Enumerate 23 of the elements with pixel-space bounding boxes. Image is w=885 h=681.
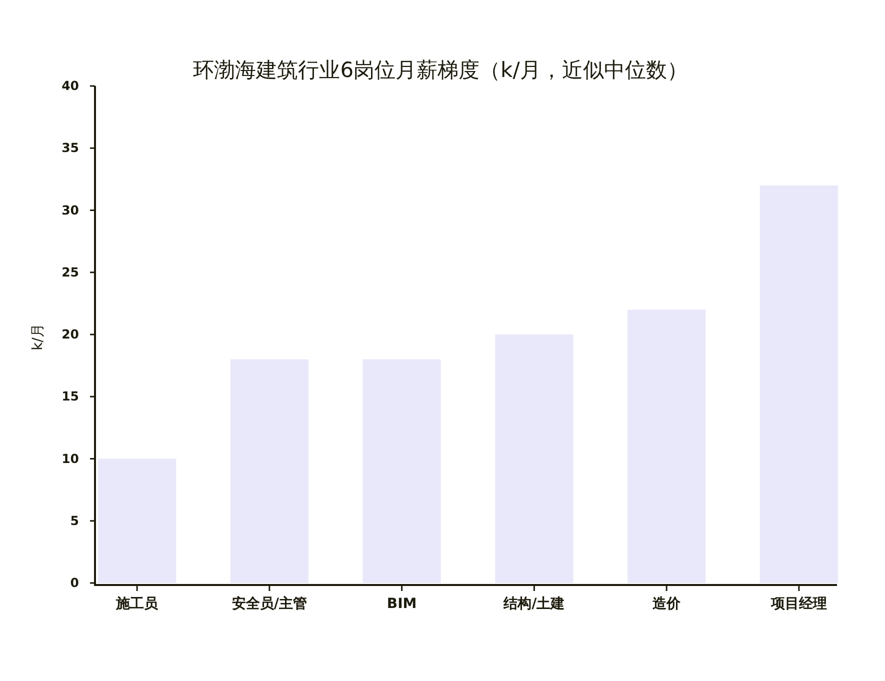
bar [628, 310, 706, 583]
y-tick-label: 15 [62, 388, 79, 404]
x-tick-label: 施工员 [115, 596, 160, 612]
y-tick-label: 10 [62, 450, 80, 466]
x-tick-label: 结构/土建 [502, 596, 565, 612]
y-tick-label: 25 [62, 264, 79, 280]
x-tick-label: 造价 [652, 596, 682, 612]
chart-title: 环渤海建筑行业6岗位月薪梯度（k/月，近似中位数） [193, 58, 688, 82]
y-tick-label: 35 [62, 140, 79, 156]
x-tick-label: 项目经理 [770, 596, 827, 612]
y-tick-label: 40 [62, 78, 80, 93]
y-tick-label: 5 [70, 512, 79, 528]
x-tick-label: BIM [386, 596, 417, 612]
y-tick-label: 30 [62, 202, 80, 218]
bar [760, 185, 838, 583]
x-tick-label: 安全员/主管 [232, 594, 307, 612]
y-axis-title: k/月 [30, 324, 46, 350]
bar [98, 458, 176, 583]
bar [362, 359, 441, 583]
y-tick-label: 0 [70, 575, 80, 590]
bar [230, 359, 308, 583]
y-tick-label: 20 [62, 326, 80, 342]
bar [495, 334, 574, 583]
